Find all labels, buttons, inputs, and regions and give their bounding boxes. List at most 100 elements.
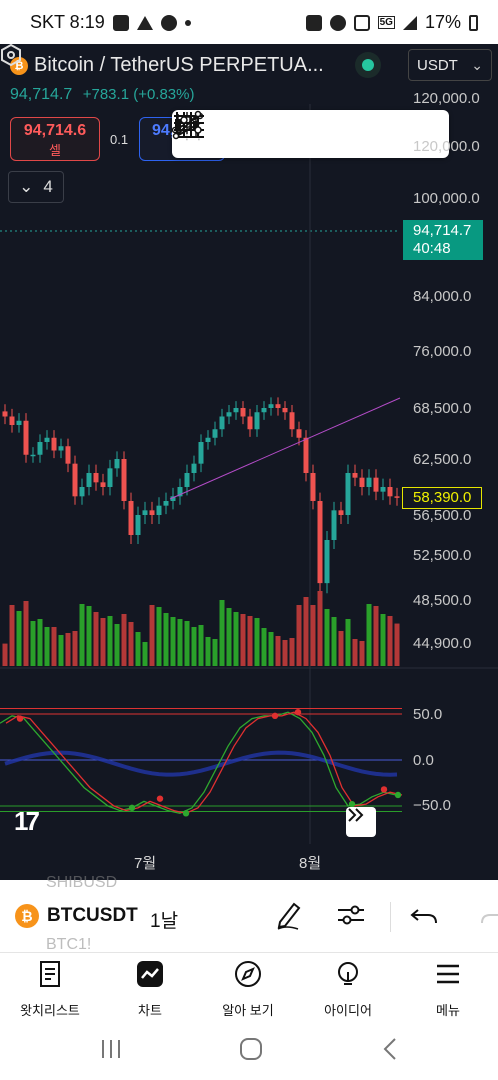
candle-body [156, 505, 162, 515]
symbol-selector[interactable]: ₿ BTCUSDT [15, 904, 138, 928]
candle-body [366, 477, 372, 487]
oscillator-cross-marker [348, 800, 356, 808]
volume-bar [324, 609, 330, 666]
candle-body [387, 487, 393, 497]
alarm-icon [329, 14, 346, 31]
volume-bar [2, 643, 8, 666]
volume-bar [23, 601, 29, 666]
indicators-tool-button[interactable] [176, 112, 401, 154]
currency-select[interactable]: USDT ⌄ [408, 49, 492, 81]
drawing-toolbar[interactable]: ⋮⋮ [172, 110, 449, 158]
nav-explore[interactable]: 알아 보기 [198, 959, 298, 1019]
candle-body [261, 408, 267, 413]
volume-bar [93, 612, 99, 666]
nav-menu[interactable]: 메뉴 [398, 959, 498, 1019]
volume-bar [51, 627, 57, 666]
nav-chart[interactable]: 차트 [100, 959, 200, 1019]
volume-bar [170, 617, 176, 666]
candle-body [380, 487, 386, 492]
adjacent-symbol-below: BTC1! [46, 936, 92, 953]
candle-body [359, 477, 365, 487]
trend-line-drawing [169, 397, 401, 500]
volume-bar [373, 606, 379, 666]
candle-body [93, 473, 99, 483]
symbol-name: BTCUSDT [47, 905, 138, 926]
candle-body [2, 411, 8, 417]
back-icon[interactable] [382, 1037, 398, 1061]
symbol-title[interactable]: Bitcoin / TetherUS PERPETUA... [34, 54, 324, 76]
chart-settings-icon[interactable] [0, 44, 22, 66]
home-icon[interactable] [239, 1037, 263, 1061]
candle-body [268, 404, 274, 408]
network-type: 5G [377, 16, 395, 29]
candle-body [317, 501, 323, 584]
nav-ideas[interactable]: 아이디어 [298, 959, 398, 1019]
indicator-settings-icon[interactable] [334, 898, 368, 932]
candle-body [142, 510, 148, 515]
volume-bar [268, 632, 274, 666]
candle-body [149, 510, 155, 515]
oscillator-histogram [4, 750, 398, 777]
candle-body [191, 463, 197, 473]
price-change: +783.1 (+0.83%) [82, 86, 195, 103]
redo-icon[interactable] [476, 898, 498, 932]
volume-bar [128, 622, 134, 666]
candle-body [226, 412, 232, 417]
volume-bar [226, 608, 232, 666]
bitcoin-icon: ₿ [15, 904, 39, 928]
indicators-collapse-button[interactable]: ⌄ 4 [8, 171, 64, 203]
gallery-notification-icon [112, 14, 129, 31]
price-axis-label: 84,000.0 [413, 288, 472, 305]
scroll-to-realtime-button[interactable] [346, 807, 376, 837]
candle-body [345, 473, 351, 515]
candle-body [205, 437, 211, 442]
nav-watchlist[interactable]: 왓치리스트 [0, 959, 100, 1019]
market-open-indicator[interactable] [355, 52, 381, 78]
candle-body [16, 420, 22, 425]
oscillator-cross-marker [182, 810, 190, 817]
trend-lines-tool-button[interactable] [172, 112, 258, 154]
price-axis-label: 62,500.0 [413, 451, 472, 468]
chart-canvas[interactable] [0, 44, 498, 880]
drawing-pencil-icon[interactable] [272, 898, 306, 932]
system-navigation-bar [0, 1020, 498, 1080]
volume-bar [149, 605, 155, 666]
candle-body [282, 408, 288, 413]
candle-body [296, 429, 302, 438]
bottom-navigation: 왓치리스트 차트 알아 보기 아이디어 메뉴 [0, 952, 498, 1020]
price-axis-label: 48,500.0 [413, 592, 472, 609]
oscillator-axis-label: −50.0 [413, 797, 451, 814]
price-axis-label: 100,000.0 [413, 190, 480, 207]
indicators-count: 4 [43, 177, 53, 196]
watchlist-icon [40, 961, 60, 987]
candle-body [170, 496, 176, 501]
sell-button[interactable]: 94,714.6 셀 [10, 117, 100, 161]
time-axis-label: 7월 [134, 855, 157, 872]
price-axis-label: 52,500.0 [413, 547, 472, 564]
symbol-bar: SHIBUSD ₿ BTCUSDT BTC1! 1날 [0, 874, 498, 953]
volume-bar [72, 631, 78, 666]
oscillator-cross-marker [394, 791, 402, 799]
volume-bar [380, 614, 386, 666]
candle-body [212, 429, 218, 438]
horizontal-lines-tool-button[interactable] [174, 114, 354, 154]
ray-tool-button[interactable] [172, 110, 449, 154]
oscillator-d-line [5, 711, 403, 815]
last-price: 94,714.7 [10, 86, 73, 103]
recent-apps-icon[interactable] [100, 1038, 122, 1060]
symbol-header[interactable]: ₿ Bitcoin / TetherUS PERPETUA... [10, 54, 324, 77]
volume-bar [310, 605, 316, 666]
candles-tool-button[interactable] [175, 112, 306, 154]
volume-bar [100, 618, 106, 666]
nav-label: 아이디어 [324, 1003, 372, 1018]
volume-bar [317, 591, 323, 666]
undo-icon[interactable] [408, 898, 442, 932]
oscillator-cross-marker [156, 795, 164, 802]
chart-area[interactable]: ₿ Bitcoin / TetherUS PERPETUA... USDT ⌄ … [0, 44, 498, 880]
volume-bar [163, 613, 169, 666]
oscillator-cross-marker [128, 804, 136, 812]
volume-bar [86, 606, 92, 666]
candle-body [324, 540, 330, 584]
interval-selector[interactable]: 1날 [150, 911, 179, 932]
volume-bar [135, 632, 141, 666]
